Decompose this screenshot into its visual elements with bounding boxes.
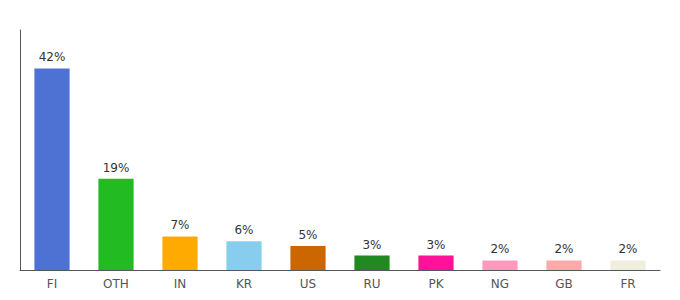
svg-text:5%: 5% — [298, 228, 317, 242]
svg-text:3%: 3% — [362, 238, 381, 252]
svg-text:2%: 2% — [490, 242, 509, 256]
svg-text:KR: KR — [236, 277, 252, 291]
svg-text:3%: 3% — [426, 238, 445, 252]
svg-text:7%: 7% — [170, 218, 189, 232]
svg-text:2%: 2% — [554, 242, 573, 256]
svg-text:19%: 19% — [103, 161, 130, 175]
svg-text:OTH: OTH — [103, 277, 129, 291]
svg-text:FI: FI — [47, 277, 57, 291]
svg-text:GB: GB — [555, 277, 573, 291]
svg-text:42%: 42% — [39, 50, 66, 64]
svg-text:US: US — [300, 277, 316, 291]
svg-text:NG: NG — [491, 277, 509, 291]
svg-text:2%: 2% — [618, 242, 637, 256]
svg-text:PK: PK — [428, 277, 444, 291]
svg-text:RU: RU — [363, 277, 380, 291]
svg-text:IN: IN — [174, 277, 187, 291]
svg-text:FR: FR — [620, 277, 635, 291]
svg-text:6%: 6% — [234, 223, 253, 237]
